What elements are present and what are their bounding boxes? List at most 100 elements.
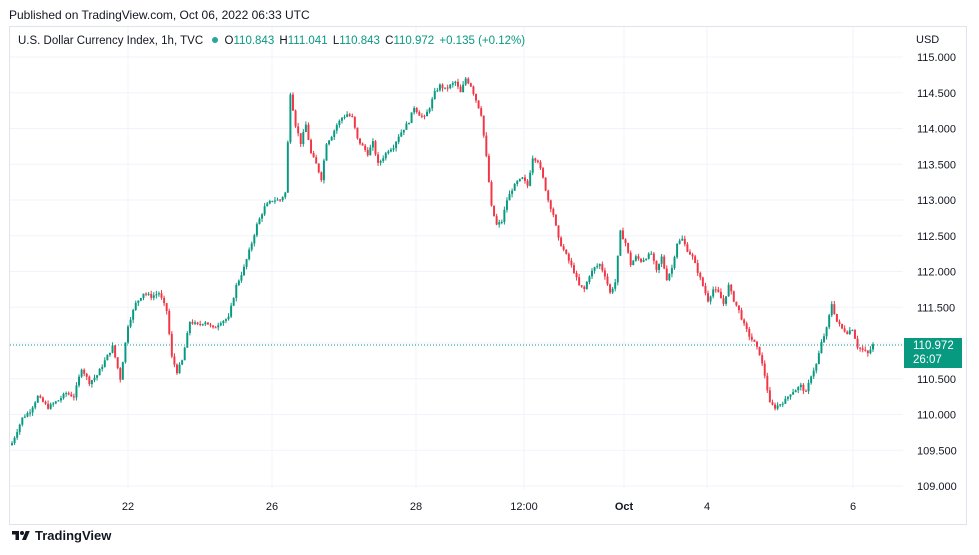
candle-body	[186, 333, 189, 348]
candle-body	[374, 141, 377, 155]
candle-body	[219, 323, 222, 326]
candle-body	[560, 237, 563, 247]
legend-low-value: 110.843	[339, 35, 380, 47]
y-tick-label: 109.500	[917, 445, 957, 457]
y-tick-label: 110.000	[917, 410, 956, 422]
x-tick-label: 26	[266, 501, 278, 513]
legend-close-value: 110.972	[393, 35, 435, 47]
candle-body	[621, 230, 624, 240]
y-tick-label: 115.000	[917, 52, 956, 64]
candle-body	[585, 281, 588, 290]
candle-body	[426, 111, 429, 117]
candle-body	[438, 84, 441, 91]
candle-body	[346, 114, 349, 117]
candle-body	[673, 257, 676, 268]
candle-body	[273, 200, 276, 202]
candle-body	[181, 360, 184, 365]
candle-body	[335, 125, 338, 131]
candle-body	[127, 326, 129, 343]
candle-body	[70, 394, 73, 397]
candle-body	[59, 398, 62, 401]
candle-body	[88, 376, 91, 385]
candle-body	[694, 256, 697, 263]
candle-body	[338, 120, 341, 126]
candle-body	[93, 377, 96, 381]
candle-body	[310, 139, 313, 154]
x-tick-label: 22	[122, 501, 134, 513]
candle-body	[789, 394, 792, 397]
candle-body	[217, 325, 220, 328]
candle-body	[645, 258, 648, 260]
candle-body	[400, 132, 403, 137]
candle-body	[237, 280, 240, 285]
candle-body	[410, 112, 413, 124]
candle-body	[851, 330, 854, 332]
candle-body	[792, 392, 795, 395]
candle-body	[147, 293, 150, 295]
candle-body	[369, 147, 372, 156]
candle-body	[727, 284, 730, 297]
candle-body	[487, 155, 490, 183]
candle-body	[632, 260, 635, 266]
candle-body	[748, 329, 751, 337]
candle-body	[325, 144, 328, 161]
candle-body	[655, 260, 658, 271]
candle-body	[183, 347, 186, 361]
candle-body	[820, 342, 823, 354]
candle-body	[83, 369, 86, 374]
candle-body	[302, 132, 305, 144]
candle-body	[482, 115, 485, 136]
candle-body	[696, 262, 699, 273]
candle-body	[80, 369, 83, 377]
candle-body	[565, 249, 568, 254]
candle-body	[799, 384, 802, 388]
candle-body	[804, 390, 807, 392]
candle-body	[459, 86, 462, 93]
candle-body	[756, 341, 758, 347]
footer-brand[interactable]: TradingView	[10, 528, 111, 543]
candle-body	[137, 300, 140, 303]
candle-body	[678, 240, 681, 244]
candle-body	[343, 116, 346, 118]
candle-body	[797, 387, 800, 391]
candle-body	[204, 322, 207, 325]
candle-body	[505, 200, 508, 210]
candle-body	[493, 205, 496, 217]
candle-body	[542, 168, 545, 178]
candle-body	[670, 267, 673, 274]
candle-body	[456, 81, 459, 87]
candle-body	[263, 206, 266, 215]
candle-body	[291, 94, 294, 111]
candle-body	[85, 373, 88, 377]
candle-body	[142, 293, 145, 299]
candle-body	[835, 313, 838, 322]
x-tick-label: 12:00	[510, 501, 538, 513]
currency-label: USD	[916, 34, 940, 46]
candle-body	[676, 243, 679, 258]
candle-body	[712, 289, 715, 297]
last-price-value: 110.972	[913, 340, 954, 352]
candle-body	[634, 256, 637, 261]
candle-body	[402, 129, 405, 133]
candle-body	[322, 160, 325, 181]
candle-body	[364, 145, 367, 150]
candle-body	[717, 289, 720, 292]
candle-body	[529, 172, 532, 186]
candle-body	[464, 78, 467, 85]
candle-body	[315, 157, 318, 164]
x-tick-label: 6	[850, 501, 856, 513]
candle-body	[163, 297, 166, 304]
candle-body	[16, 432, 19, 438]
candle-body	[206, 322, 209, 325]
candle-body	[642, 259, 645, 262]
candle-body	[124, 342, 127, 363]
candle-body	[660, 256, 663, 264]
candle-body	[624, 239, 627, 244]
candle-body	[707, 293, 710, 302]
candle-body	[817, 353, 820, 364]
candle-body	[253, 235, 256, 244]
candle-body	[418, 111, 421, 116]
tradingview-logo-icon	[12, 530, 30, 540]
candle-body	[178, 364, 181, 374]
